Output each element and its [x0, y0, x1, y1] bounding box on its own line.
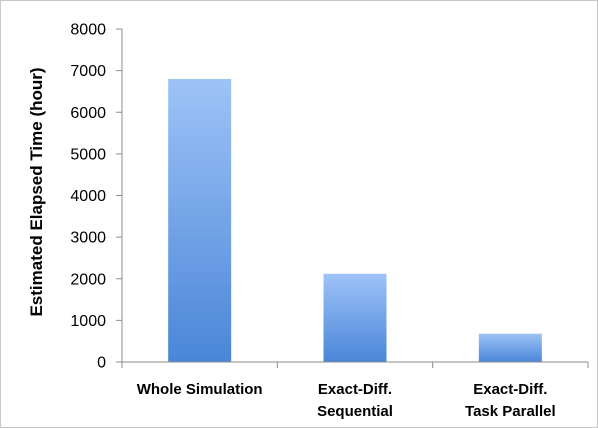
- y-tick-label: 0: [97, 355, 106, 372]
- bar: [168, 78, 232, 362]
- y-axis-title: Estimated Elapsed Time (hour): [27, 67, 46, 316]
- x-category-label-line: Exact-Diff.: [473, 381, 547, 398]
- y-tick-label: 6000: [70, 105, 106, 122]
- y-tick-label: 5000: [70, 146, 106, 163]
- bar: [323, 273, 387, 362]
- x-category-label-line: Task Parallel: [465, 403, 556, 420]
- x-category-label-line: Whole Simulation: [137, 381, 263, 398]
- y-tick-label: 2000: [70, 271, 106, 288]
- x-axis-labels: Whole Simulation Exact-Diff. SequentialExa…: [137, 381, 556, 420]
- x-category-label: Exact-Diff. Task Parallel: [465, 381, 556, 420]
- y-tick-label: 1000: [70, 313, 106, 330]
- axes: [121, 29, 589, 368]
- y-tick-label: 4000: [70, 188, 106, 205]
- x-category-label-line: Sequential: [317, 403, 393, 420]
- x-category-label: Whole Simulation: [137, 381, 263, 398]
- bars: [168, 78, 542, 362]
- y-tick-label: 3000: [70, 230, 106, 247]
- bar: [478, 333, 542, 362]
- y-axis-ticks: 0 1000 2000 3000 4000 5000 6000 7000 8000: [70, 22, 122, 372]
- x-category-label: Exact-Diff. Sequential: [317, 381, 393, 420]
- x-category-label-line: Exact-Diff.: [318, 381, 392, 398]
- y-tick-label: 7000: [70, 63, 106, 80]
- y-tick-label: 8000: [70, 22, 106, 39]
